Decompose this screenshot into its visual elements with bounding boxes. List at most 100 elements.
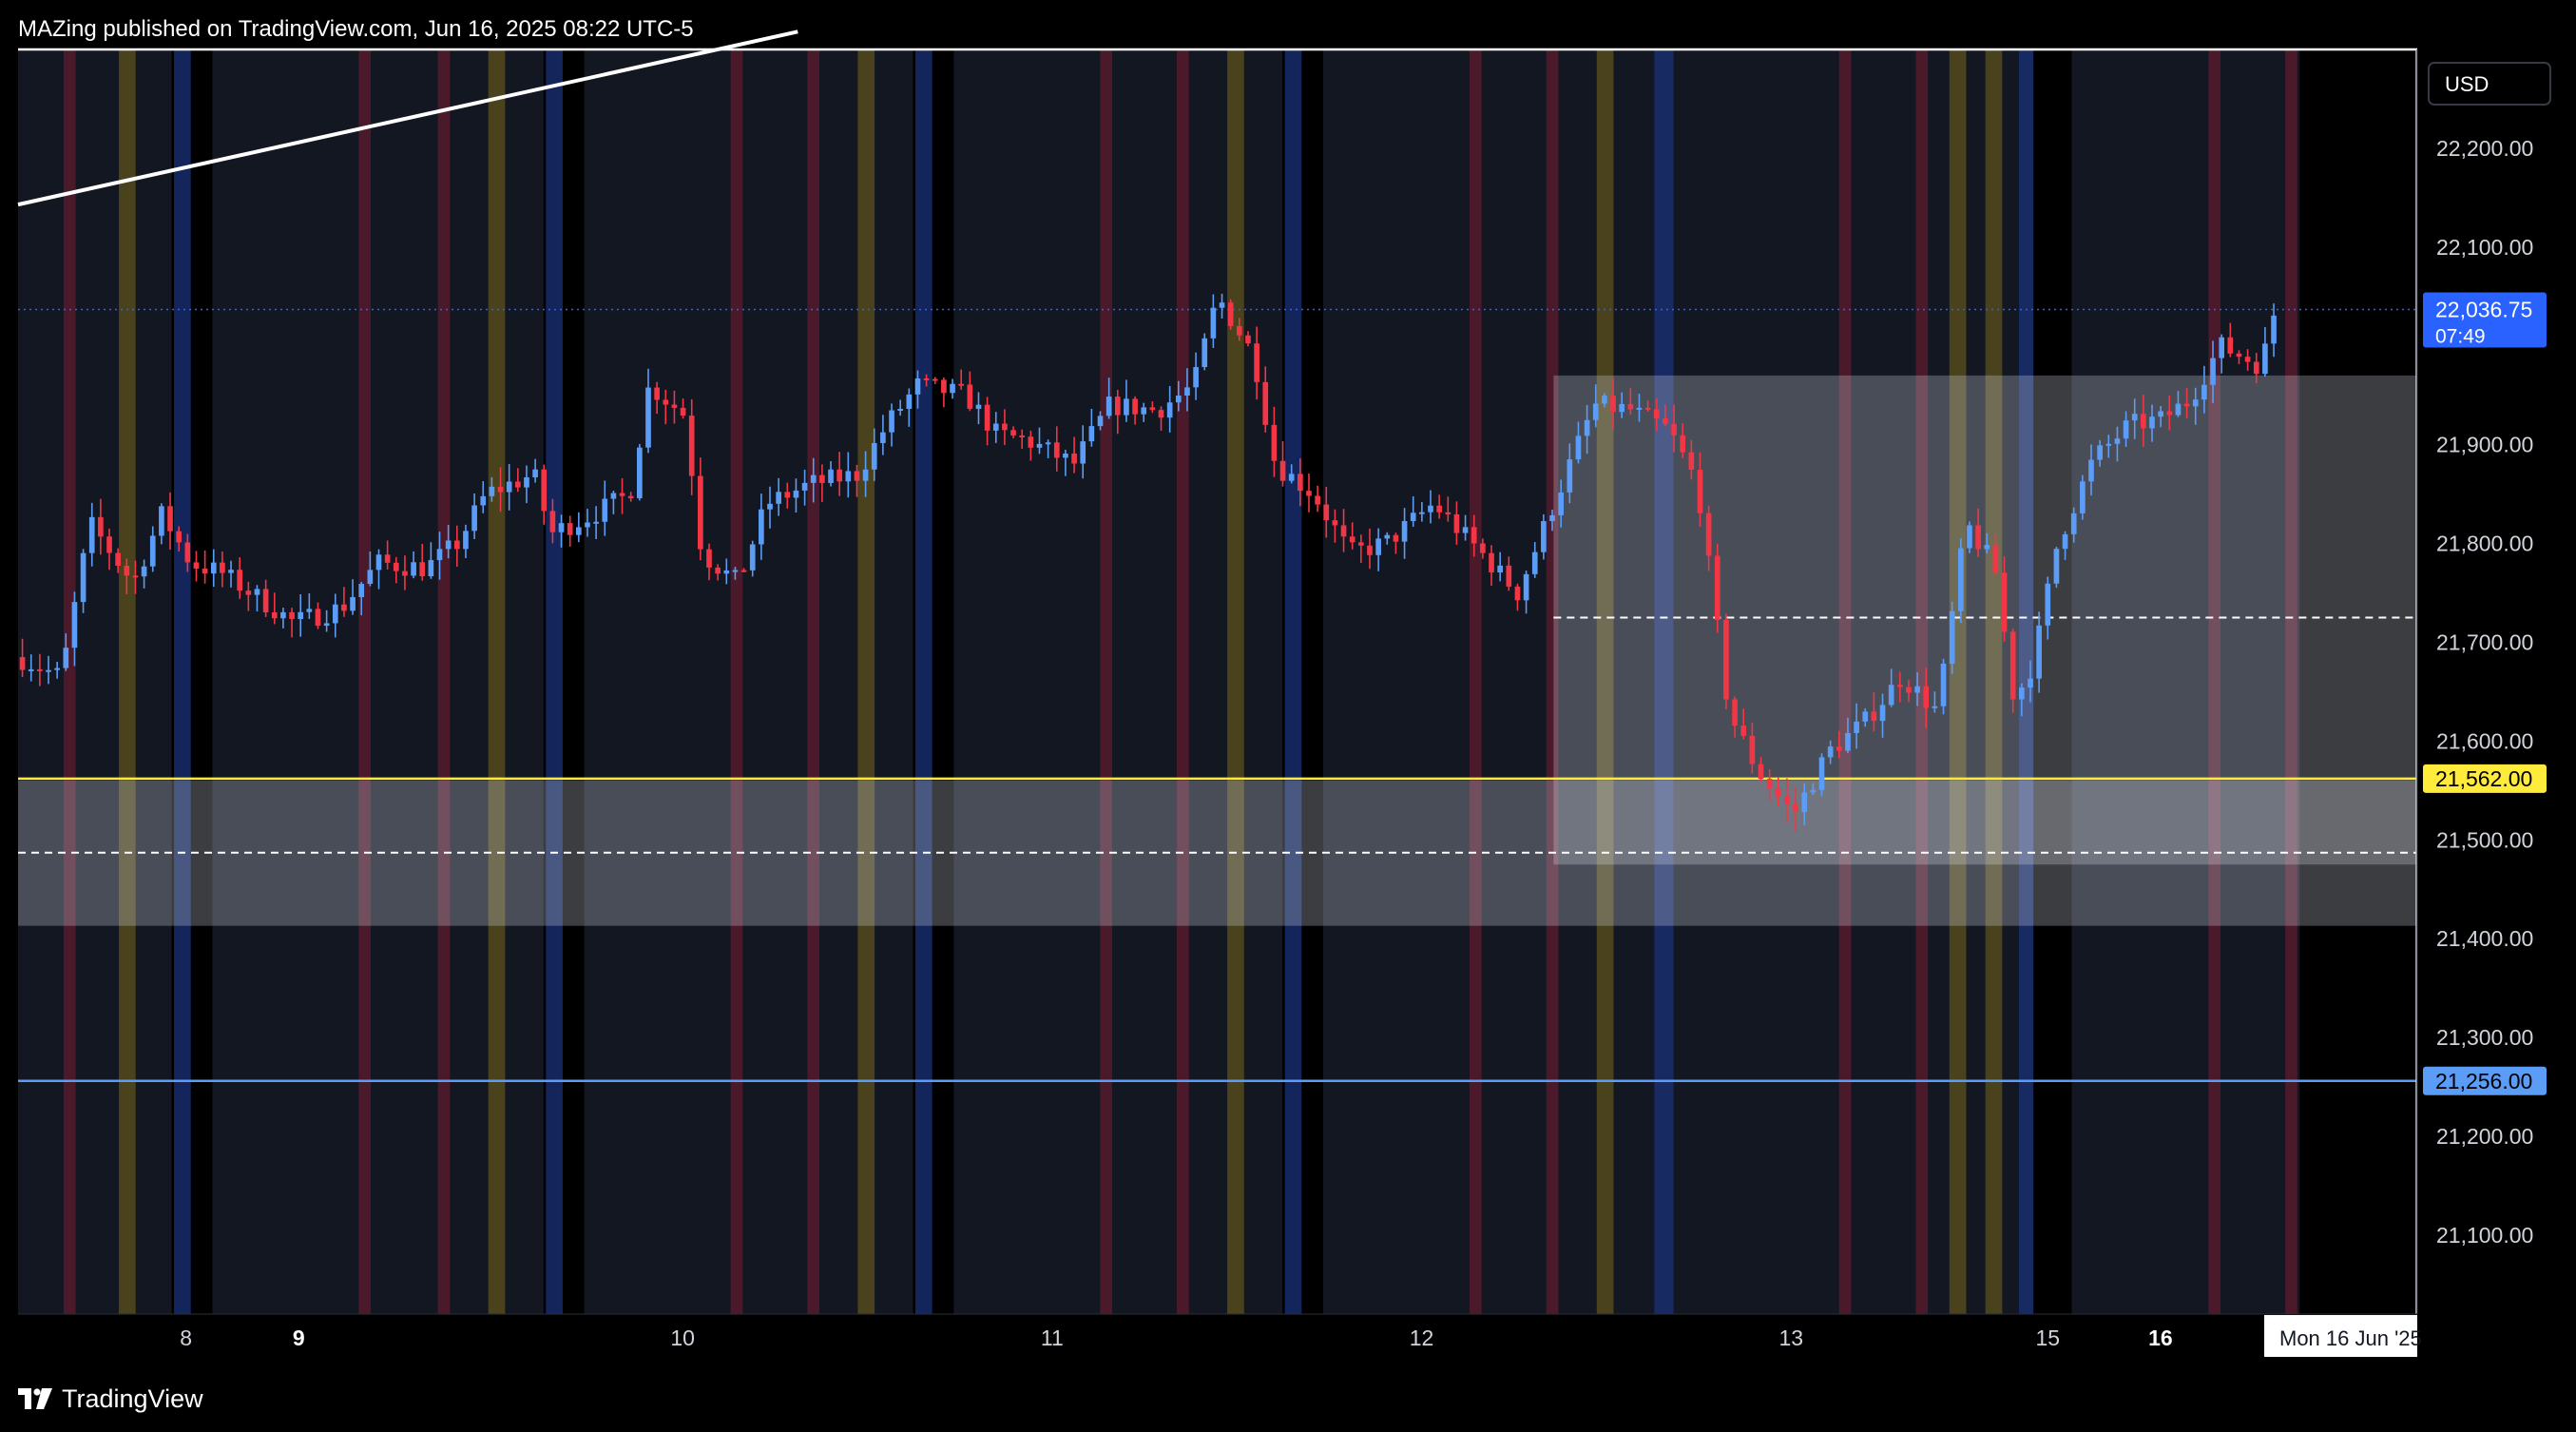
candle-body bbox=[524, 477, 529, 488]
candle-body bbox=[1401, 521, 1408, 542]
level-price-label-bg bbox=[2423, 1066, 2547, 1095]
candle-body bbox=[176, 531, 183, 543]
candle-body bbox=[906, 394, 913, 409]
candle-body bbox=[1705, 513, 1712, 556]
candle-body bbox=[1254, 343, 1259, 382]
candle-body bbox=[654, 387, 660, 400]
candle-body bbox=[28, 668, 34, 671]
candle-body bbox=[1340, 525, 1347, 537]
candle-body bbox=[619, 493, 625, 496]
candle-body bbox=[1992, 545, 1999, 573]
candle-body bbox=[1923, 686, 1930, 708]
candle-body bbox=[2141, 414, 2146, 429]
candle-body bbox=[436, 549, 443, 561]
candle-body bbox=[2053, 549, 2060, 584]
candle-body bbox=[1827, 746, 1834, 758]
candle-body bbox=[1419, 512, 1425, 514]
candle-body bbox=[1758, 764, 1764, 780]
candle-body bbox=[1184, 387, 1190, 396]
candle-body bbox=[271, 611, 278, 619]
candle-body bbox=[1845, 732, 1851, 751]
session-band bbox=[2285, 49, 2297, 1314]
candle-body bbox=[541, 469, 548, 512]
candle-body bbox=[411, 562, 416, 576]
session-band bbox=[1177, 49, 1189, 1314]
tradingview-logo-icon bbox=[18, 1388, 52, 1409]
candle-body bbox=[585, 522, 590, 528]
time-tick-label: 15 bbox=[2036, 1326, 2061, 1350]
candle-body bbox=[1210, 307, 1217, 339]
candle-body bbox=[2244, 357, 2251, 362]
session-band bbox=[1915, 49, 1929, 1314]
footer-brand[interactable]: TradingView bbox=[18, 1380, 203, 1418]
candle-body bbox=[2210, 358, 2216, 385]
candle-body bbox=[2183, 403, 2190, 407]
candle-body bbox=[480, 495, 487, 506]
candle-body bbox=[688, 416, 695, 476]
candle-body bbox=[193, 562, 200, 569]
candle-body bbox=[706, 549, 712, 568]
candle-body bbox=[341, 604, 347, 611]
candle-body bbox=[210, 562, 217, 574]
candle-body bbox=[1688, 452, 1695, 471]
zone-rectangle bbox=[1553, 375, 2417, 865]
session-band bbox=[1227, 49, 1244, 1314]
candle-body bbox=[1602, 396, 1607, 404]
candle-body bbox=[1801, 792, 1808, 812]
candle-body bbox=[402, 571, 408, 576]
session-band bbox=[730, 49, 743, 1314]
candle-body bbox=[262, 589, 269, 612]
candle-body bbox=[149, 535, 156, 567]
countdown-label: 07:49 bbox=[2435, 326, 2486, 348]
candle-body bbox=[1879, 705, 1886, 722]
candle-body bbox=[1932, 706, 1938, 708]
price-tick-label: 21,100.00 bbox=[2436, 1223, 2533, 1248]
candle-body bbox=[984, 404, 990, 431]
candle-body bbox=[602, 498, 608, 522]
candle-body bbox=[1567, 459, 1573, 493]
session-band bbox=[1654, 49, 1674, 1314]
candle-body bbox=[220, 562, 225, 573]
candle-body bbox=[1045, 442, 1051, 445]
time-tick-label: 10 bbox=[670, 1326, 695, 1350]
crosshair-date-label-bg bbox=[2264, 1315, 2417, 1357]
level-price-label-bg bbox=[2423, 764, 2547, 793]
candle-body bbox=[1193, 367, 1199, 388]
candle-body bbox=[1584, 419, 1590, 436]
candle-body bbox=[1201, 338, 1208, 368]
candle-body bbox=[2149, 416, 2155, 429]
candle-body bbox=[315, 609, 321, 627]
candle-body bbox=[1549, 514, 1555, 522]
candle-body bbox=[228, 570, 234, 573]
candle-body bbox=[637, 447, 643, 499]
candle-body bbox=[1002, 423, 1008, 431]
candle-body bbox=[323, 623, 330, 627]
candle-body bbox=[1141, 407, 1147, 415]
candle-body bbox=[1158, 410, 1164, 418]
session-band bbox=[546, 49, 563, 1314]
candle-body bbox=[2262, 343, 2268, 375]
candle-body bbox=[306, 609, 313, 612]
candle-body bbox=[393, 562, 399, 571]
candle-body bbox=[2028, 678, 2033, 688]
candle-body bbox=[2123, 420, 2129, 439]
candle-body bbox=[1298, 474, 1303, 492]
candle-body bbox=[1315, 495, 1320, 505]
candle-body bbox=[1410, 513, 1416, 522]
candle-body bbox=[245, 590, 252, 595]
price-tick-label: 22,200.00 bbox=[2436, 136, 2533, 161]
session-band bbox=[1838, 49, 1852, 1314]
candle-body bbox=[1592, 403, 1599, 420]
candle-body bbox=[923, 377, 930, 380]
candle-body bbox=[567, 523, 573, 535]
price-tick-label: 21,700.00 bbox=[2436, 629, 2533, 654]
candle-body bbox=[1114, 397, 1121, 416]
candle-body bbox=[1653, 409, 1660, 419]
candle-body bbox=[1453, 513, 1460, 533]
candle-body bbox=[1063, 454, 1068, 458]
time-tick-label: 13 bbox=[1778, 1326, 1803, 1350]
candle-body bbox=[2227, 337, 2234, 354]
candle-body bbox=[1697, 470, 1703, 513]
